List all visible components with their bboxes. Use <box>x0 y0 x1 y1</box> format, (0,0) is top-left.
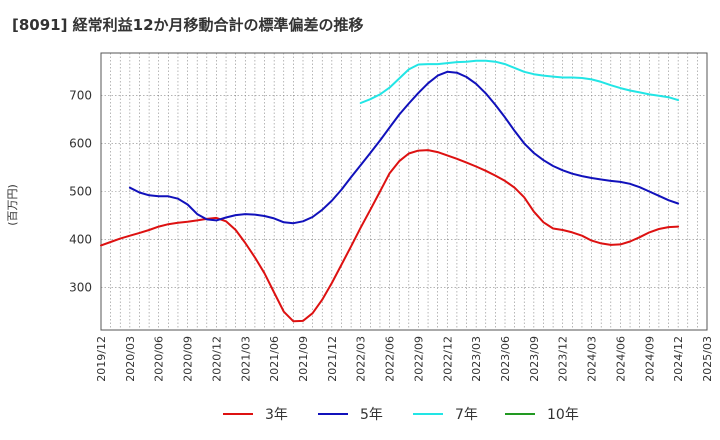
x-tick-label: 2021/03 <box>239 336 252 382</box>
y-axis-ticks: 300 400 500 600 700 <box>69 88 92 294</box>
y-tick-label: 400 <box>69 233 92 247</box>
chart-title: [8091] 経常利益12か月移動合計の標準偏差の推移 <box>12 16 364 34</box>
series-line-2 <box>359 59 680 104</box>
legend: 3年 5年 7年 10年 <box>223 407 579 423</box>
x-tick-label: 2020/09 <box>182 336 195 382</box>
legend-label: 3年 <box>265 407 288 423</box>
grid-lines <box>100 53 708 330</box>
x-tick-label: 2022/03 <box>355 336 368 382</box>
x-tick-label: 2021/09 <box>297 336 310 382</box>
legend-label: 5年 <box>360 407 383 423</box>
y-tick-label: 500 <box>69 185 92 199</box>
legend-label: 7年 <box>455 407 478 423</box>
y-tick-label: 300 <box>69 281 92 295</box>
x-tick-label: 2023/12 <box>557 336 570 382</box>
x-tick-label: 2021/12 <box>326 336 339 382</box>
x-tick-label: 2024/09 <box>643 336 656 382</box>
series-lines <box>100 59 680 323</box>
series-line-1 <box>128 70 680 225</box>
x-tick-label: 2023/06 <box>499 336 512 382</box>
x-tick-label: 2022/09 <box>412 336 425 382</box>
legend-label: 10年 <box>547 407 579 423</box>
y-axis-label: (百万円) <box>6 184 19 226</box>
x-tick-label: 2022/06 <box>384 336 397 382</box>
series-line-0 <box>100 149 680 323</box>
x-tick-label: 2020/03 <box>124 336 137 382</box>
x-tick-label: 2025/03 <box>701 336 714 382</box>
x-tick-label: 2024/03 <box>586 336 599 382</box>
x-tick-label: 2023/09 <box>528 336 541 382</box>
x-axis-ticks: 2019/12 2020/03 2020/06 2020/09 2020/12 2021/… <box>95 336 714 382</box>
x-tick-label: 2022/12 <box>441 336 454 382</box>
x-tick-label: 2020/12 <box>210 336 223 382</box>
y-tick-label: 600 <box>69 136 92 150</box>
x-tick-label: 2024/06 <box>614 336 627 382</box>
x-tick-label: 2021/06 <box>268 336 281 382</box>
x-tick-label: 2019/12 <box>95 336 108 382</box>
x-tick-label: 2024/12 <box>672 336 685 382</box>
x-tick-label: 2023/03 <box>470 336 483 382</box>
y-tick-label: 700 <box>69 88 92 102</box>
plot-area-frame <box>100 52 708 331</box>
x-tick-label: 2020/06 <box>153 336 166 382</box>
